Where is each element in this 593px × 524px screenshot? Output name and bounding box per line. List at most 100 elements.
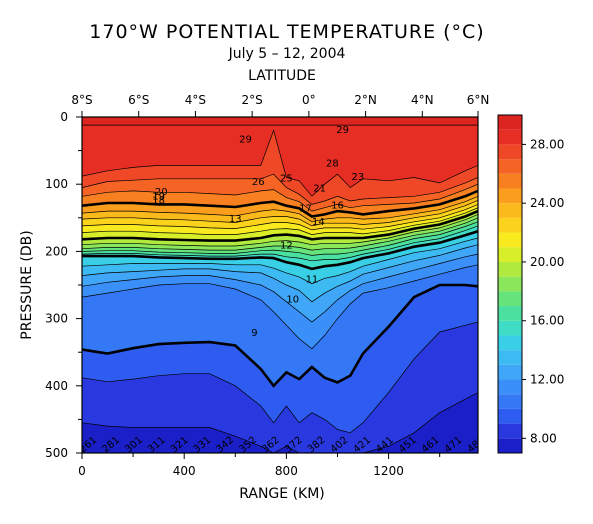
y-tick-label-2: 200 <box>45 244 68 258</box>
isotherm-17 <box>82 221 478 256</box>
isotherm-26 <box>82 183 478 212</box>
isotherm-11 <box>82 264 478 350</box>
colorbar-segment-8 <box>498 320 522 336</box>
isotherm-13 <box>82 244 478 303</box>
top-axis-label: LATITUDE <box>248 68 316 84</box>
colorbar-segment-3 <box>498 394 522 409</box>
colorbar-label-1: 12.00 <box>530 373 564 387</box>
colorbar-segment-1 <box>498 423 522 439</box>
lat-tick-label-5: 2°N <box>354 93 377 107</box>
colorbar-segment-5 <box>498 364 522 380</box>
colorbar-segment-18 <box>498 173 522 189</box>
contour-label-4: 25 <box>280 173 293 184</box>
colorbar-label-0: 8.00 <box>530 431 557 445</box>
colorbar-segment-17 <box>498 188 522 204</box>
colorbar-segment-4 <box>498 379 522 395</box>
isotherm-16 <box>82 225 478 262</box>
band-fill-9 <box>82 322 478 453</box>
contour-label-0: 29 <box>239 135 252 146</box>
isotherm-9 <box>82 321 478 434</box>
contour-label-13: 13 <box>229 214 242 225</box>
contour-label-6: 20 <box>155 187 168 198</box>
x-tick-label-2: 800 <box>275 464 298 478</box>
y-tick-label-1: 100 <box>45 177 68 191</box>
y-tick-label-5: 500 <box>45 446 68 460</box>
colorbar-segment-2 <box>498 408 522 424</box>
x-tick-label-1: 400 <box>173 464 196 478</box>
contour-label-1: 29 <box>336 125 349 136</box>
isotherm-14 <box>82 237 478 285</box>
chart-subtitle: July 5 – 12, 2004 <box>228 46 346 62</box>
colorbar-segment-22 <box>498 115 522 130</box>
contour-label-15: 11 <box>306 274 319 285</box>
contour-label-5: 23 <box>352 172 365 183</box>
isotherm-23 <box>82 199 478 227</box>
x-tick-label-0: 0 <box>78 464 86 478</box>
contour-label-8: 18 <box>152 196 165 207</box>
y-tick-label-3: 300 <box>45 312 68 326</box>
colorbar-segment-12 <box>498 261 522 277</box>
lat-tick-label-1: 6°S <box>128 93 149 107</box>
x-axis-label: RANGE (KM) <box>239 486 325 502</box>
colorbar-label-4: 24.00 <box>530 196 564 210</box>
contour-label-16: 10 <box>286 294 299 305</box>
colorbar-segment-20 <box>498 144 522 160</box>
isotherm-12 <box>82 253 478 323</box>
colorbar-segment-13 <box>498 247 522 262</box>
colorbar-label-3: 20.00 <box>530 255 564 269</box>
contour-label-9: 21 <box>313 184 326 195</box>
colorbar-segment-11 <box>498 276 522 292</box>
isotherm-20 <box>82 209 478 242</box>
isotherm-28 <box>82 129 478 197</box>
temperature-fill-layer <box>82 117 478 453</box>
colorbar-segment-21 <box>498 129 522 145</box>
colorbar-segment-16 <box>498 203 522 218</box>
colorbar-segment-15 <box>498 217 522 233</box>
colorbar-segment-7 <box>498 335 522 351</box>
chart-title: 170°W POTENTIAL TEMPERATURE (°C) <box>89 21 484 43</box>
colorbar-label-2: 16.00 <box>530 314 564 328</box>
isotherm-27 <box>82 173 478 205</box>
contour-label-7: 19 <box>152 192 165 203</box>
colorbar-label-5: 28.00 <box>530 137 564 151</box>
y-tick-label-0: 0 <box>60 110 68 124</box>
isotherm-22 <box>82 204 478 231</box>
lat-tick-label-0: 8°S <box>71 93 92 107</box>
isotherm-15 <box>82 229 478 271</box>
colorbar-segment-6 <box>498 350 522 365</box>
colorbar-frame <box>497 114 523 454</box>
colorbar-segment-14 <box>498 232 522 248</box>
contour-label-12: 14 <box>312 217 325 228</box>
contour-label-17: 9 <box>251 328 257 339</box>
contour-label-10: 17 <box>299 204 312 215</box>
lat-tick-label-4: 0° <box>302 93 316 107</box>
isotherm-24 <box>82 195 478 223</box>
band-fill-8 <box>82 392 478 453</box>
isotherm-25 <box>82 189 478 218</box>
contour-label-11: 16 <box>331 200 344 211</box>
contour-label-14: 12 <box>280 241 293 252</box>
lat-tick-label-2: 4°S <box>185 93 206 107</box>
y-tick-label-4: 400 <box>45 379 68 393</box>
axes-layer: 0 400 800 1200 0 100 200 300 400 500 8°S 6°S 4°S 2°S 0… <box>45 93 489 478</box>
lat-tick-label-3: 2°S <box>242 93 263 107</box>
contour-label-2: 28 <box>326 159 339 170</box>
y-axis-label: PRESSURE (DB) <box>19 230 35 339</box>
colorbar: 8.00 12.00 16.00 20.00 24.00 28.00 <box>497 114 564 454</box>
colorbar-segment-0 <box>498 438 522 453</box>
colorbar-segment-19 <box>498 159 522 174</box>
isotherm-19 <box>82 214 478 247</box>
x-tick-label-3: 1200 <box>373 464 404 478</box>
isotherm-8 <box>82 392 478 453</box>
isotherm-10 <box>82 283 478 388</box>
colorbar-segment-10 <box>498 291 522 307</box>
isotherm-layer <box>82 124 478 453</box>
contour-label-3: 26 <box>252 177 265 188</box>
lat-tick-label-6: 4°N <box>411 93 434 107</box>
colorbar-segment-9 <box>498 306 522 321</box>
isotherm-18 <box>82 217 478 251</box>
isotherm-21 <box>82 207 478 235</box>
lat-tick-label-7: 6°N <box>467 93 490 107</box>
